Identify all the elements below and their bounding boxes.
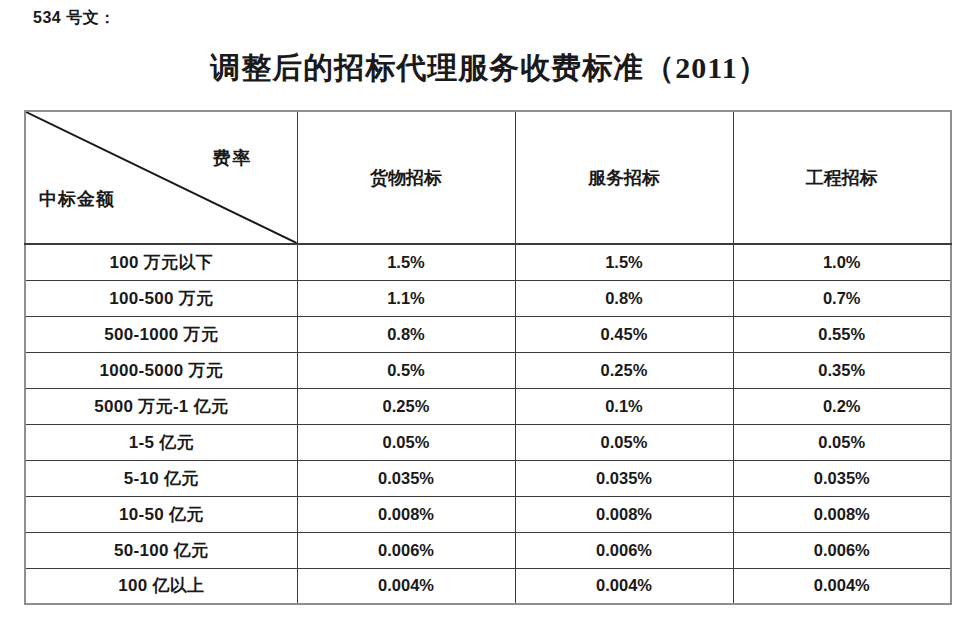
fee-value: 0.004%	[515, 568, 733, 604]
fee-value: 0.8%	[515, 280, 733, 316]
table-row: 100-500 万元 1.1% 0.8% 0.7%	[25, 280, 951, 316]
corner-label-bid-amount: 中标金额	[39, 187, 115, 211]
table-row: 5-10 亿元 0.035% 0.035% 0.035%	[25, 460, 951, 496]
table-row: 100 万元以下 1.5% 1.5% 1.0%	[25, 244, 951, 280]
fee-value: 0.05%	[733, 424, 951, 460]
column-header-service-bidding: 服务招标	[515, 111, 733, 244]
table-row: 5000 万元-1 亿元 0.25% 0.1% 0.2%	[25, 388, 951, 424]
row-label: 100 亿以上	[25, 568, 297, 604]
fee-value: 0.2%	[733, 388, 951, 424]
fee-value: 0.35%	[733, 352, 951, 388]
fee-value: 1.0%	[733, 244, 951, 280]
fee-value: 1.5%	[297, 244, 515, 280]
fee-value: 0.006%	[733, 532, 951, 568]
table-row: 10-50 亿元 0.008% 0.008% 0.008%	[25, 496, 951, 532]
fee-value: 0.004%	[297, 568, 515, 604]
row-label: 1000-5000 万元	[25, 352, 297, 388]
row-label: 1-5 亿元	[25, 424, 297, 460]
fee-value: 0.1%	[515, 388, 733, 424]
diagonal-divider-line	[26, 112, 297, 243]
fee-value: 0.004%	[733, 568, 951, 604]
corner-label-fee-rate: 费率	[213, 146, 253, 170]
fee-value: 0.25%	[297, 388, 515, 424]
row-label: 100 万元以下	[25, 244, 297, 280]
fee-value: 0.05%	[297, 424, 515, 460]
table-row: 50-100 亿元 0.006% 0.006% 0.006%	[25, 532, 951, 568]
fee-value: 0.006%	[297, 532, 515, 568]
fee-value: 0.035%	[297, 460, 515, 496]
row-label: 10-50 亿元	[25, 496, 297, 532]
row-label: 50-100 亿元	[25, 532, 297, 568]
fee-value: 0.006%	[515, 532, 733, 568]
row-label: 500-1000 万元	[25, 316, 297, 352]
fee-value: 0.05%	[515, 424, 733, 460]
page-title: 调整后的招标代理服务收费标准（2011）	[0, 48, 979, 89]
table-row: 1-5 亿元 0.05% 0.05% 0.05%	[25, 424, 951, 460]
fee-value: 0.55%	[733, 316, 951, 352]
row-label: 5000 万元-1 亿元	[25, 388, 297, 424]
fee-value: 0.25%	[515, 352, 733, 388]
fee-value: 1.1%	[297, 280, 515, 316]
doc-number-label: 534 号文：	[33, 8, 116, 29]
fee-value: 0.035%	[515, 460, 733, 496]
table-row: 1000-5000 万元 0.5% 0.25% 0.35%	[25, 352, 951, 388]
row-label: 100-500 万元	[25, 280, 297, 316]
table-row: 100 亿以上 0.004% 0.004% 0.004%	[25, 568, 951, 604]
row-label: 5-10 亿元	[25, 460, 297, 496]
fee-value: 0.008%	[297, 496, 515, 532]
table-header-row: 费率 中标金额 货物招标 服务招标 工程招标	[25, 111, 951, 244]
fee-value: 0.7%	[733, 280, 951, 316]
fee-rate-table: 费率 中标金额 货物招标 服务招标 工程招标 100 万元以下 1.5% 1.5…	[24, 110, 952, 605]
corner-header-cell: 费率 中标金额	[25, 111, 297, 244]
fee-value: 0.035%	[733, 460, 951, 496]
fee-value: 0.5%	[297, 352, 515, 388]
fee-value: 0.008%	[515, 496, 733, 532]
fee-value: 1.5%	[515, 244, 733, 280]
fee-value: 0.45%	[515, 316, 733, 352]
column-header-engineering-bidding: 工程招标	[733, 111, 951, 244]
fee-value: 0.8%	[297, 316, 515, 352]
table-row: 500-1000 万元 0.8% 0.45% 0.55%	[25, 316, 951, 352]
column-header-goods-bidding: 货物招标	[297, 111, 515, 244]
fee-value: 0.008%	[733, 496, 951, 532]
